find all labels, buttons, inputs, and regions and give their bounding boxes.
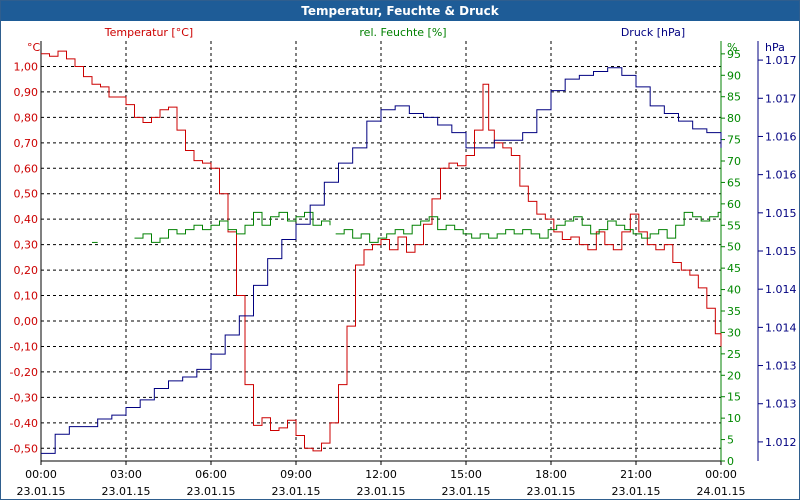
x-tick-date: 23.01.15 xyxy=(272,485,321,498)
y-tick-press: 1.012 xyxy=(765,436,797,449)
y-tick-press: 1.014 xyxy=(765,283,797,296)
x-tick-time: 21:00 xyxy=(620,468,652,481)
x-tick-time: 18:00 xyxy=(535,468,567,481)
series-line-temperature xyxy=(41,50,722,452)
y-tick-temp: 0,00 xyxy=(14,315,39,328)
x-tick-time: 06:00 xyxy=(195,468,227,481)
y-tick-hum: 85 xyxy=(727,91,741,104)
y-tick-hum: 60 xyxy=(727,198,741,211)
unit-temp: °C xyxy=(27,41,41,54)
header-hum: rel. Feuchte [%] xyxy=(359,26,446,39)
grid xyxy=(41,41,721,461)
unit-hum: % xyxy=(727,41,737,54)
x-tick-date: 23.01.15 xyxy=(612,485,661,498)
y-tick-hum: 50 xyxy=(727,241,741,254)
y-tick-temp: 0,90 xyxy=(14,86,39,99)
y-tick-temp: 1,00 xyxy=(14,60,39,73)
header-press: Druck [hPa] xyxy=(621,26,685,39)
x-tick-time: 09:00 xyxy=(280,468,312,481)
y-tick-press: 1.013 xyxy=(765,398,797,411)
y-tick-press: 1.017 xyxy=(765,92,797,105)
x-tick-date: 23.01.15 xyxy=(442,485,491,498)
y-tick-temp: 0,30 xyxy=(14,239,39,252)
y-tick-hum: 75 xyxy=(727,134,741,147)
y-tick-temp: 0,80 xyxy=(14,111,39,124)
y-tick-hum: 80 xyxy=(727,112,741,125)
series-line-humidity xyxy=(335,208,722,243)
y-tick-hum: 15 xyxy=(727,391,741,404)
y-tick-hum: 45 xyxy=(727,262,741,275)
x-tick-time: 00:00 xyxy=(25,468,57,481)
y-tick-hum: 40 xyxy=(727,284,741,297)
x-tick-date: 23.01.15 xyxy=(102,485,151,498)
y-tick-hum: 5 xyxy=(727,434,734,447)
y-tick-hum: 35 xyxy=(727,305,741,318)
y-tick-hum: 70 xyxy=(727,155,741,168)
y-tick-temp: 0,20 xyxy=(14,264,39,277)
y-tick-temp: -0,50 xyxy=(10,442,38,455)
x-tick-date: 23.01.15 xyxy=(17,485,66,498)
y-tick-press: 1.014 xyxy=(765,321,797,334)
x-tick-time: 03:00 xyxy=(110,468,142,481)
x-tick-time: 12:00 xyxy=(365,468,397,481)
x-tick-time: 15:00 xyxy=(450,468,482,481)
y-tick-temp: -0,20 xyxy=(10,366,38,379)
y-tick-temp: 0,60 xyxy=(14,162,39,175)
y-tick-press: 1.013 xyxy=(765,360,797,373)
y-tick-hum: 95 xyxy=(727,48,741,61)
y-tick-hum: 55 xyxy=(727,219,741,232)
y-tick-hum: 0 xyxy=(727,455,734,468)
window-title: Temperatur, Feuchte & Druck xyxy=(1,1,799,21)
unit-press: hPa xyxy=(765,41,785,54)
y-tick-temp: -0,10 xyxy=(10,340,38,353)
axes xyxy=(40,41,763,465)
series-layer xyxy=(41,50,722,454)
y-tick-temp: 0,40 xyxy=(14,213,39,226)
y-tick-press: 1.015 xyxy=(765,245,797,258)
y-tick-press: 1.016 xyxy=(765,169,797,182)
y-tick-temp: 0,70 xyxy=(14,137,39,150)
y-tick-hum: 25 xyxy=(727,348,741,361)
y-tick-temp: 0,50 xyxy=(14,188,39,201)
series-line-humidity xyxy=(134,211,331,243)
x-tick-date: 24.01.15 xyxy=(697,485,746,498)
y-tick-hum: 20 xyxy=(727,369,741,382)
y-tick-temp: 0,10 xyxy=(14,290,39,303)
y-tick-press: 1.016 xyxy=(765,130,797,143)
y-tick-hum: 90 xyxy=(727,69,741,82)
x-tick-time: 00:00 xyxy=(705,468,737,481)
y-tick-temp: -0,40 xyxy=(10,417,38,430)
series-line-pressure xyxy=(41,67,722,454)
y-tick-press: 1.015 xyxy=(765,207,797,220)
x-tick-date: 23.01.15 xyxy=(187,485,236,498)
x-tick-date: 23.01.15 xyxy=(527,485,576,498)
y-tick-hum: 30 xyxy=(727,326,741,339)
y-tick-temp: -0,30 xyxy=(10,391,38,404)
y-tick-hum: 10 xyxy=(727,412,741,425)
x-tick-date: 23.01.15 xyxy=(357,485,406,498)
header-temp: Temperatur [°C] xyxy=(104,26,193,39)
y-tick-hum: 65 xyxy=(727,176,741,189)
y-tick-press: 1.017 xyxy=(765,54,797,67)
